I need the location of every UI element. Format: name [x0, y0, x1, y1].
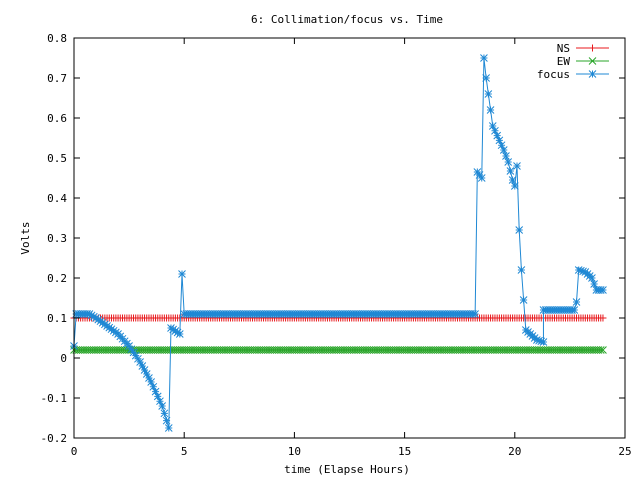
legend-swatch-marker [589, 44, 596, 52]
x-axis-label: time (Elapse Hours) [284, 463, 410, 476]
data-point [577, 266, 585, 275]
data-point [579, 267, 587, 276]
data-point [87, 311, 96, 320]
data-point [129, 348, 138, 357]
y-tick-label: -0.1 [41, 392, 68, 405]
data-point [171, 327, 180, 335]
data-point [596, 346, 605, 354]
tick-layer: 0 5 10 15 20 25 -0.2 -0.1 0 0.1 0.2 0.3 0.4 0.5 0.6 0.7… [41, 32, 632, 458]
data-point [149, 382, 158, 391]
data-point [145, 374, 153, 382]
y-tick-label: 0.8 [47, 32, 67, 45]
data-point [599, 286, 607, 294]
data-point [125, 342, 133, 350]
y-tick-label: 0.3 [47, 232, 67, 245]
data-point [497, 141, 506, 150]
data-point [140, 366, 149, 374]
legend-label: NS [557, 42, 570, 55]
y-tick-label: -0.2 [41, 432, 68, 445]
legend-swatch-marker [588, 57, 597, 65]
data-point [537, 337, 546, 346]
data-point [506, 167, 515, 175]
data-point [482, 74, 491, 82]
data-point [517, 266, 526, 274]
x-tick-label: 0 [71, 445, 78, 458]
data-point [515, 226, 524, 234]
data-point [499, 146, 508, 154]
y-tick-label: 0.1 [47, 312, 67, 325]
data-point [473, 168, 482, 176]
series-focus [70, 54, 607, 432]
data-point [510, 182, 519, 190]
data-point [134, 354, 142, 363]
data-point [175, 330, 184, 338]
data-point [572, 298, 581, 306]
x-tick-label: 25 [618, 445, 631, 458]
y-axis-label: Volts [19, 221, 32, 254]
data-point [162, 416, 171, 425]
data-point [599, 346, 607, 354]
y-tick-label: 0.2 [47, 272, 67, 285]
data-point [504, 158, 513, 166]
data-point [89, 312, 98, 321]
data-point [513, 162, 521, 170]
data-point [532, 336, 541, 344]
y-tick-label: 0.7 [47, 72, 67, 85]
series-line [73, 57, 603, 429]
data-point [153, 392, 162, 401]
plot-frame [73, 37, 626, 439]
y-tick-label: 0.5 [47, 152, 67, 165]
y-tick-label: 0.6 [47, 112, 67, 125]
y-tick-label: 0.4 [47, 192, 67, 205]
legend-swatch-marker [588, 70, 597, 78]
data-point [136, 358, 144, 366]
data-point [142, 370, 151, 378]
data-point [508, 176, 517, 184]
data-point [570, 306, 579, 314]
data-point [85, 310, 94, 318]
data-point [156, 397, 164, 406]
data-point [588, 274, 596, 282]
y-tick-label: 0 [60, 352, 67, 365]
data-point [599, 314, 607, 322]
data-point [158, 402, 167, 410]
data-point [495, 136, 504, 145]
data-point [127, 345, 136, 354]
series-layer [70, 54, 607, 432]
data-point [493, 131, 502, 140]
x-tick-label: 5 [181, 445, 188, 458]
x-tick-label: 20 [508, 445, 521, 458]
x-tick-label: 10 [288, 445, 301, 458]
data-point [131, 351, 140, 360]
data-point [480, 54, 488, 62]
data-point [147, 378, 155, 386]
data-point [178, 270, 186, 278]
data-point [151, 387, 160, 396]
data-point [502, 152, 510, 160]
data-point [138, 362, 147, 370]
data-point [491, 126, 499, 135]
data-point [484, 90, 493, 98]
data-point [477, 174, 486, 182]
data-point [471, 310, 479, 318]
chart-title: 6: Collimation/focus vs. Time [251, 13, 443, 26]
data-point [535, 336, 543, 345]
data-point [519, 296, 528, 304]
legend-label: EW [557, 55, 571, 68]
data-point [590, 280, 598, 288]
data-point [539, 338, 548, 346]
data-point [488, 122, 497, 130]
data-point [574, 266, 583, 274]
data-point [486, 106, 495, 114]
data-point [164, 424, 173, 432]
legend-label: focus [537, 68, 570, 81]
series-ew [70, 346, 607, 354]
x-tick-label: 15 [398, 445, 411, 458]
data-point [160, 409, 169, 418]
data-point [475, 171, 484, 179]
